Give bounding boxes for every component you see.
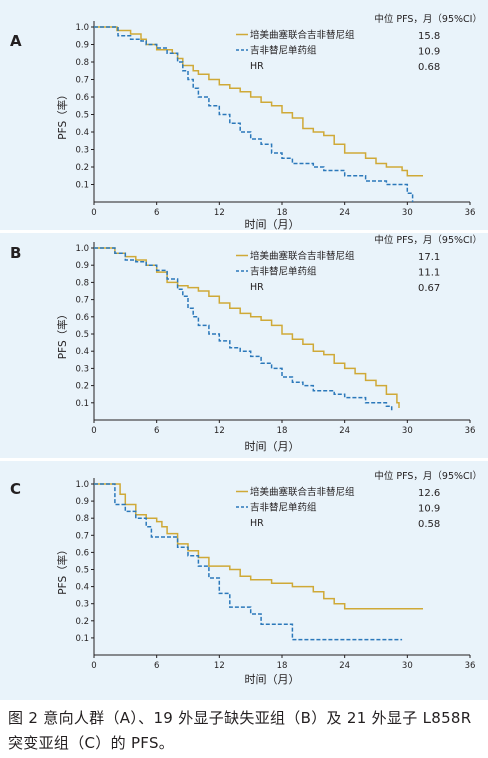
x-tick-label: 36 (465, 208, 476, 218)
legend-entry: 培美曲塞联合吉非替尼组 (250, 486, 355, 498)
y-tick-label: 0.6 (75, 93, 89, 103)
series-line-combo (94, 247, 400, 408)
hr-value: 0.58 (418, 519, 440, 530)
y-tick-label: 1.0 (75, 244, 89, 254)
x-tick-label: 30 (402, 426, 413, 436)
km-charts: A 1.0 0.9 0.8 0.7 0.6 0.5 0.4 0.3 0.2 0.1 0 6 12 18 24 3… (10, 13, 482, 686)
legend-median-value: 17.1 (418, 252, 440, 263)
legend-entry: 吉非替尼单药组 (250, 45, 317, 57)
chart-panel-a: A 1.0 0.9 0.8 0.7 0.6 0.5 0.4 0.3 0.2 0.1 0 6 12 18 24 3… (10, 13, 482, 231)
legend-entry: 培美曲塞联合吉非替尼组 (250, 29, 355, 41)
y-tick-label: 0.2 (75, 163, 89, 173)
series-line-mono (94, 26, 414, 202)
y-axis-label: PFS（率） (56, 309, 69, 359)
panel-label: A (10, 32, 22, 50)
y-tick-label: 0.3 (75, 364, 89, 374)
legend-median-value: 12.6 (418, 488, 440, 499)
y-tick-label: 0.5 (75, 566, 89, 576)
x-axis-label: 时间（月） (245, 218, 300, 231)
x-tick-label: 18 (277, 208, 288, 218)
y-tick-label: 0.2 (75, 617, 89, 627)
y-tick-label: 0.8 (75, 58, 89, 68)
chart-panel-c: C 1.0 0.9 0.8 0.7 0.6 0.5 0.4 0.3 0.2 0.1 0 6 12 18 24 3… (10, 470, 482, 686)
legend-entry: 吉非替尼单药组 (250, 266, 317, 278)
legend-median-value: 15.8 (418, 31, 440, 42)
hr-label: HR (250, 518, 264, 529)
x-tick-label: 6 (154, 208, 159, 218)
hr-value: 0.68 (418, 62, 440, 73)
y-tick-label: 0.4 (75, 128, 89, 138)
y-tick-label: 1.0 (75, 480, 89, 490)
legend-median-value: 10.9 (418, 504, 440, 515)
x-tick-label: 18 (277, 661, 288, 671)
hr-value: 0.67 (418, 283, 440, 294)
chart-panel-b: B 1.0 0.9 0.8 0.7 0.6 0.5 0.4 0.3 0.2 0.1 0 6 12 18 24 3… (10, 234, 482, 453)
y-tick-label: 0.3 (75, 146, 89, 156)
x-tick-label: 24 (339, 661, 350, 671)
y-tick-label: 0.5 (75, 111, 89, 121)
x-axis-label: 时间（月） (245, 440, 300, 453)
legend-header: 中位 PFS，月（95%CI） (374, 470, 482, 482)
y-tick-label: 0.4 (75, 347, 89, 357)
y-tick-label: 1.0 (75, 23, 89, 33)
x-tick-label: 12 (214, 208, 225, 218)
x-tick-label: 24 (339, 208, 350, 218)
legend-entry: 培美曲塞联合吉非替尼组 (250, 250, 355, 262)
hr-label: HR (250, 282, 264, 293)
x-tick-label: 30 (402, 661, 413, 671)
x-tick-label: 18 (277, 426, 288, 436)
legend-header: 中位 PFS，月（95%CI） (374, 234, 482, 246)
x-tick-label: 0 (91, 426, 96, 436)
y-tick-label: 0.1 (75, 399, 89, 409)
y-tick-label: 0.6 (75, 313, 89, 323)
series-line-mono (94, 483, 403, 641)
panel-label: C (10, 480, 21, 498)
y-tick-label: 0.8 (75, 278, 89, 288)
panel-c-background (0, 461, 488, 700)
x-tick-label: 24 (339, 426, 350, 436)
y-tick-label: 0.1 (75, 634, 89, 644)
y-tick-label: 0.7 (75, 76, 89, 86)
y-axis-label: PFS（率） (56, 544, 69, 594)
legend-median-value: 10.9 (418, 47, 440, 58)
y-tick-label: 0.5 (75, 330, 89, 340)
y-tick-label: 0.8 (75, 514, 89, 524)
panel-label: B (10, 244, 21, 262)
y-tick-label: 0.4 (75, 583, 89, 593)
x-tick-label: 0 (91, 661, 96, 671)
x-tick-label: 12 (214, 426, 225, 436)
y-tick-label: 0.9 (75, 497, 89, 507)
y-tick-label: 0.9 (75, 41, 89, 51)
x-tick-label: 6 (154, 426, 159, 436)
y-tick-label: 0.1 (75, 181, 89, 191)
hr-label: HR (250, 61, 264, 72)
legend-header: 中位 PFS，月（95%CI） (374, 13, 482, 25)
x-tick-label: 36 (465, 661, 476, 671)
figure-caption: 图 2 意向人群（A）、19 外显子缺失亚组（B）及 21 外显子 L858R … (8, 709, 472, 752)
y-tick-label: 0.9 (75, 261, 89, 271)
series-line-combo (94, 483, 423, 610)
legend-entry: 吉非替尼单药组 (250, 502, 317, 514)
y-tick-label: 0.7 (75, 531, 89, 541)
x-axis-label: 时间（月） (245, 673, 300, 686)
x-tick-label: 36 (465, 426, 476, 436)
x-tick-label: 12 (214, 661, 225, 671)
legend-median-value: 11.1 (418, 268, 440, 279)
band-separator-bc (0, 458, 488, 461)
x-tick-label: 30 (402, 208, 413, 218)
y-tick-label: 0.3 (75, 600, 89, 610)
series-line-mono (94, 247, 393, 412)
y-tick-label: 0.6 (75, 548, 89, 558)
y-axis-label: PFS（率） (56, 89, 69, 139)
band-separator-ab (0, 230, 488, 233)
x-tick-label: 6 (154, 661, 159, 671)
x-tick-label: 0 (91, 208, 96, 218)
y-tick-label: 0.2 (75, 382, 89, 392)
y-tick-label: 0.7 (75, 296, 89, 306)
